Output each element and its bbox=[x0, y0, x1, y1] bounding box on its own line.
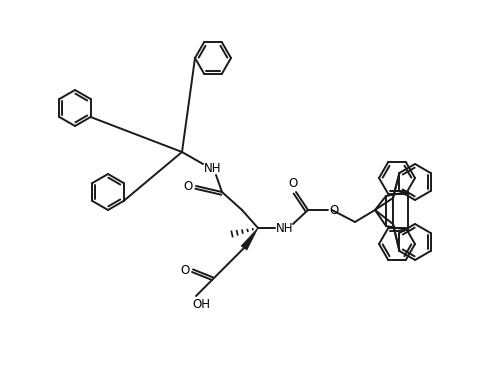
Text: NH: NH bbox=[204, 162, 222, 175]
Text: OH: OH bbox=[192, 297, 210, 310]
Text: O: O bbox=[288, 177, 298, 190]
Text: O: O bbox=[180, 264, 190, 276]
Text: O: O bbox=[183, 180, 192, 193]
Text: NH: NH bbox=[276, 221, 294, 234]
Text: O: O bbox=[329, 203, 338, 217]
Polygon shape bbox=[241, 228, 258, 250]
